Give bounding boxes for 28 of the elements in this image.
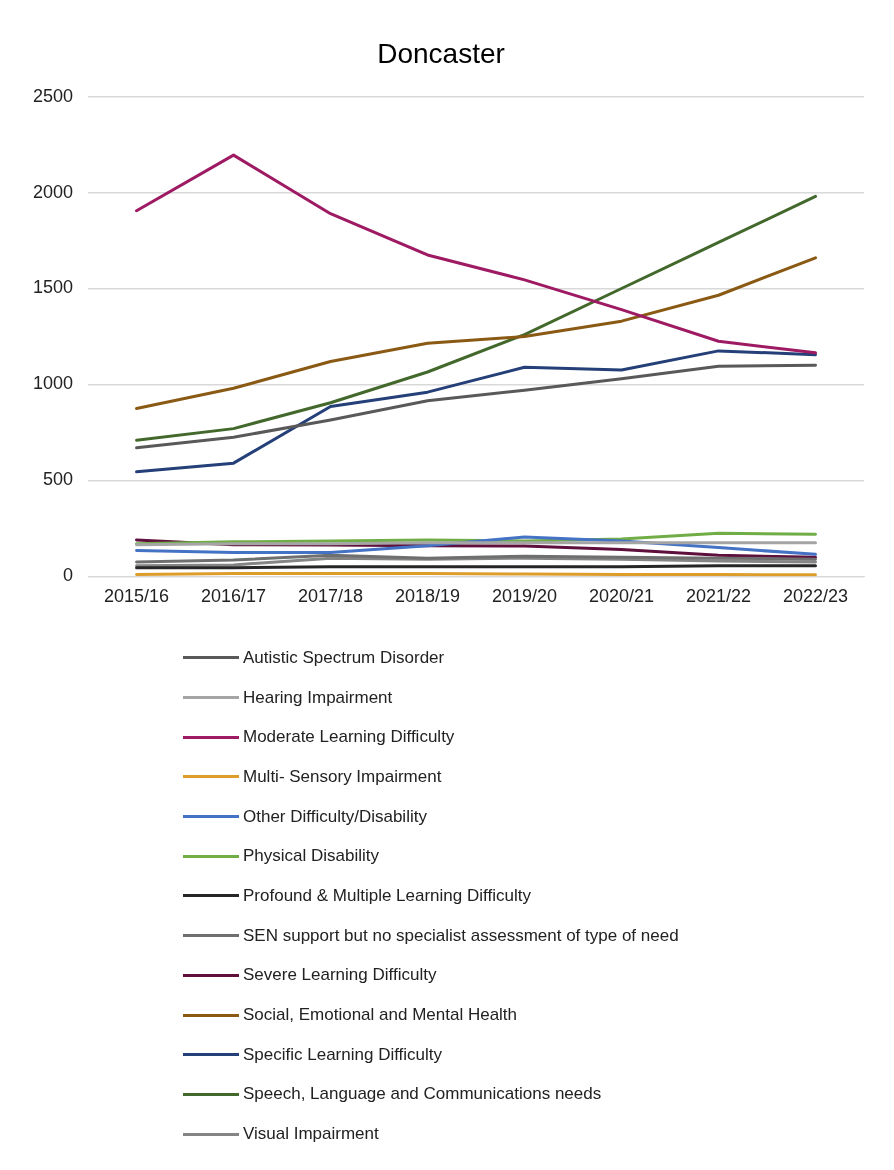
legend-label: Speech, Language and Communications needs <box>243 1084 602 1105</box>
y-tick-label: 2000 <box>33 181 74 202</box>
legend-label: Other Difficulty/Disability <box>243 806 427 827</box>
legend-label: Visual Impairment <box>243 1124 379 1145</box>
legend-label: Profound & Multiple Learning Difficulty <box>243 885 531 906</box>
legend-label: Moderate Learning Difficulty <box>243 727 455 748</box>
x-tick-label: 2016/17 <box>201 586 267 607</box>
y-tick-label: 0 <box>63 565 74 586</box>
y-tick-label: 1500 <box>33 277 74 298</box>
y-tick-label: 2500 <box>33 85 74 106</box>
y-tick-label: 500 <box>43 469 74 490</box>
legend-label: Social, Emotional and Mental Health <box>243 1005 518 1026</box>
legend-label: Hearing Impairment <box>243 687 393 708</box>
chart-title: Doncaster <box>377 37 505 69</box>
legend-label: SEN support but no specialist assessment of type of need <box>243 925 679 946</box>
legend-label: Physical Disability <box>243 846 380 867</box>
legend-label: Multi- Sensory Impairment <box>243 766 442 787</box>
x-tick-label: 2022/23 <box>782 586 849 607</box>
x-tick-label: 2020/21 <box>588 586 655 607</box>
legend-label: Autistic Spectrum Disorder <box>243 647 445 668</box>
x-tick-label: 2021/22 <box>685 586 752 607</box>
x-tick-label: 2017/18 <box>297 586 364 607</box>
legend-label: Severe Learning Difficulty <box>243 965 437 986</box>
x-tick-label: 2019/20 <box>491 586 558 607</box>
y-tick-label: 1000 <box>33 373 74 394</box>
legend-label: Specific Learning Difficulty <box>243 1044 443 1065</box>
x-tick-label: 2015/16 <box>104 586 170 607</box>
x-tick-label: 2018/19 <box>394 586 461 607</box>
